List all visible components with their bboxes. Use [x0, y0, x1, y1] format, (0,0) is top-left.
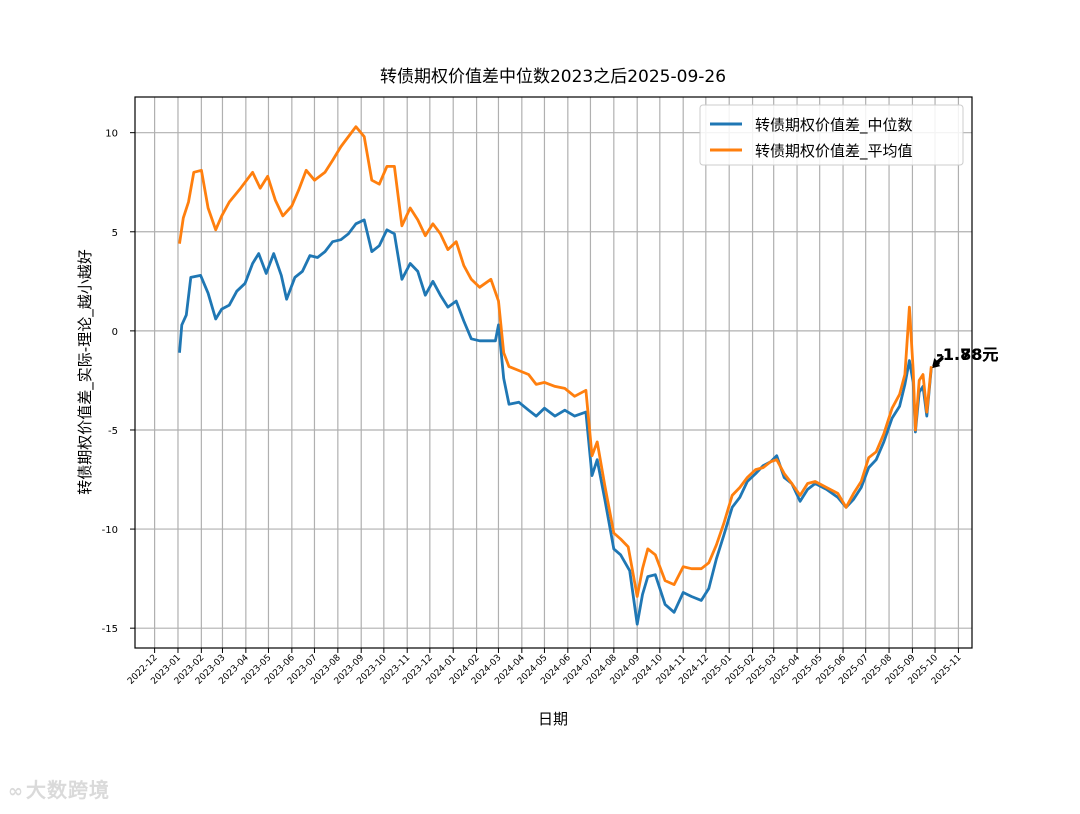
series-line-0: [178, 218, 933, 626]
series-line-1: [178, 125, 933, 598]
y-tick-label: 10: [105, 129, 118, 140]
y-tick-label: 5: [112, 228, 118, 239]
y-tick-label: 0: [112, 327, 118, 338]
grid: [135, 97, 972, 648]
plot-frame: [134, 96, 973, 649]
series-layer: [178, 125, 933, 626]
y-tick-label: -10: [102, 525, 118, 536]
legend-label-median: 转债期权价值差_中位数: [755, 116, 913, 135]
watermark-text: 大数跨境: [26, 778, 110, 802]
watermark-logo-icon: ∞: [8, 781, 24, 802]
annotation-label: -1.78元: [936, 345, 998, 364]
y-axis-label: 转债期权价值差_实际-理论_越小越好: [76, 249, 95, 494]
legend: 转债期权价值差_中位数 转债期权价值差_平均值: [699, 104, 964, 166]
annotation-label: -1.88元: [936, 345, 998, 364]
y-tick-label: -15: [102, 624, 118, 635]
y-tick-label: -5: [108, 426, 118, 437]
x-axis: 2022-122023-012023-022023-032023-042023-…: [126, 648, 964, 687]
y-axis: 10 5 0 -5 -10 -15: [102, 129, 135, 635]
annotations: -1.88元-1.78元: [932, 345, 998, 369]
watermark: ∞ 大数跨境: [8, 774, 110, 803]
legend-box: [699, 104, 964, 166]
x-axis-label: 日期: [538, 710, 568, 728]
chart-title: 转债期权价值差中位数2023之后2025-09-26: [380, 67, 726, 87]
legend-label-mean: 转债期权价值差_平均值: [755, 142, 913, 161]
annotation-arrowhead: [932, 358, 941, 367]
plot-background: [135, 97, 972, 648]
